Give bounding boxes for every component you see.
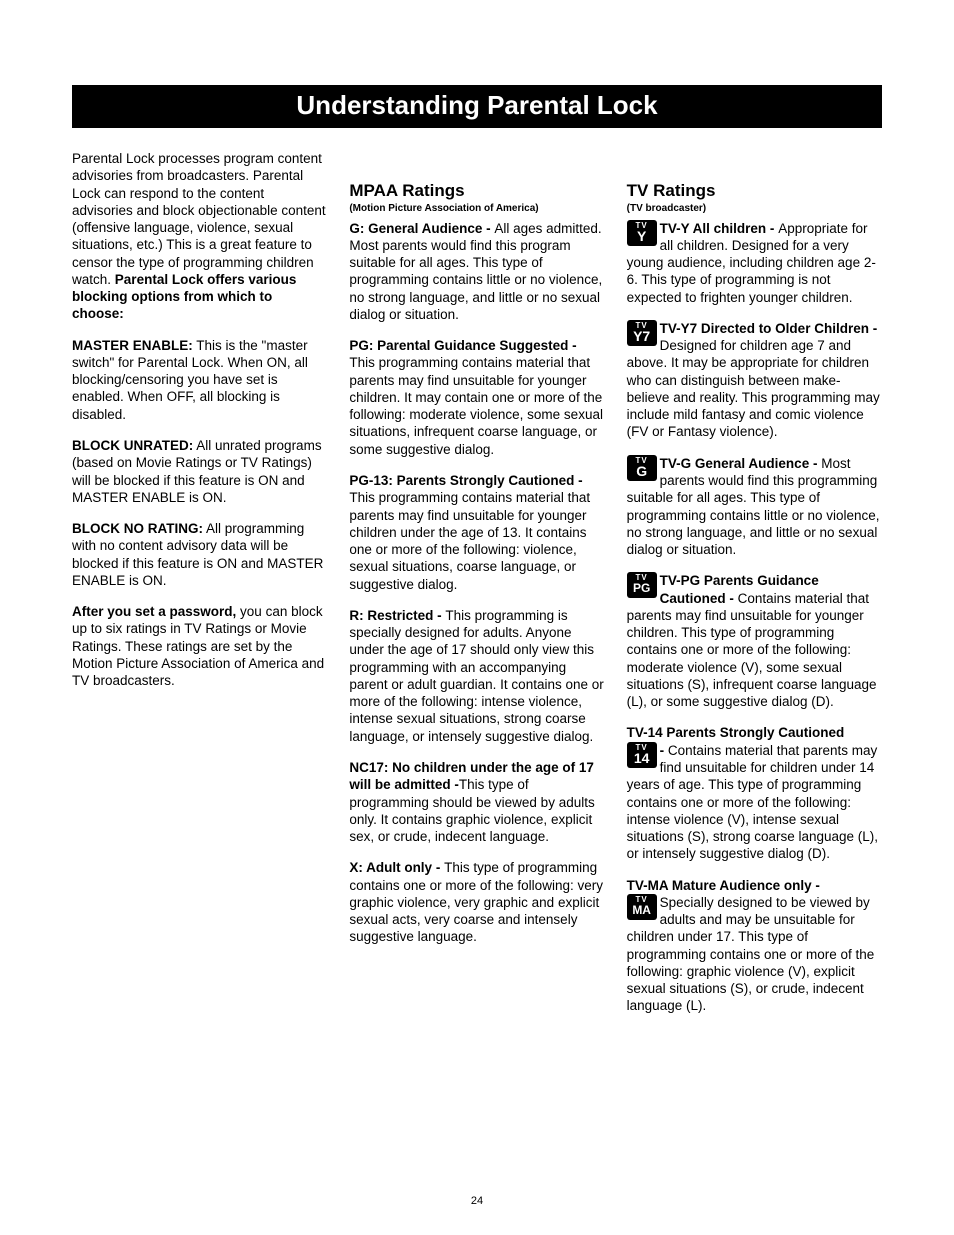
rating-pg: PG: Parental Guidance Suggested - This p… [349, 337, 604, 458]
tv14-text: Contains material that parents may find … [627, 743, 878, 862]
icon-bot: Y [627, 229, 657, 243]
page: Understanding Parental Lock Parental Loc… [0, 0, 954, 1235]
after-password: After you set a password, you can block … [72, 603, 327, 689]
col-3: TV Ratings (TV broadcaster) TVY TV-Y All… [627, 150, 882, 1029]
block-norating: BLOCK NO RATING: All programming with no… [72, 520, 327, 589]
tvy-icon: TVY [627, 220, 657, 246]
rating-tvy: TVY TV-Y All children - Appropriate for … [627, 220, 882, 306]
page-title: Understanding Parental Lock [72, 85, 882, 128]
tvy-label: TV-Y All children - [660, 221, 779, 236]
col-2: MPAA Ratings (Motion Picture Association… [349, 150, 604, 1029]
pg13-text: This programming contains material that … [349, 490, 590, 591]
pg13-label: PG-13: Parents Strongly Cautioned - [349, 473, 582, 488]
tvg-label: TV-G General Audience - [660, 456, 822, 471]
mpaa-heading: MPAA Ratings [349, 180, 604, 202]
icon-bot: PG [627, 582, 657, 594]
rating-g: G: General Audience - All ages admitted.… [349, 220, 604, 324]
tvy7-icon: TVY7 [627, 320, 657, 346]
r-text: This programming is specially designed f… [349, 608, 603, 744]
tv-heading: TV Ratings [627, 180, 882, 202]
rating-tvy7: TVY7 TV-Y7 Directed to Older Children - … [627, 320, 882, 441]
page-number: 24 [0, 1195, 954, 1207]
pg-label: PG: Parental Guidance Suggested - [349, 338, 576, 353]
unrated-label: BLOCK UNRATED: [72, 438, 193, 453]
intro-paragraph: Parental Lock processes program content … [72, 150, 327, 323]
rating-tvma: TV-MA Mature Audience only - TVMA Specia… [627, 877, 882, 1015]
rating-tv14: TV-14 Parents Strongly Cautioned TV14 - … [627, 724, 882, 862]
intro-text: Parental Lock processes program content … [72, 151, 326, 287]
block-unrated: BLOCK UNRATED: All unrated programs (bas… [72, 437, 327, 506]
tv14-icon: TV14 [627, 742, 657, 768]
icon-bot: MA [627, 904, 657, 916]
tvpg-text: Contains material that parents may find … [627, 591, 877, 710]
tvpg-icon: TVPG [627, 572, 657, 598]
tvma-label: TV-MA Mature Audience only - [627, 878, 820, 893]
mpaa-sub: (Motion Picture Association of America) [349, 203, 604, 216]
icon-bot: 14 [627, 751, 657, 765]
x-label: X: Adult only - [349, 860, 444, 875]
rating-tvg: TVG TV-G General Audience - Most parents… [627, 455, 882, 559]
pg-text: This programming contains material that … [349, 355, 603, 456]
tv-sub: (TV broadcaster) [627, 203, 882, 216]
after-label: After you set a password, [72, 604, 236, 619]
rating-x: X: Adult only - This type of programming… [349, 859, 604, 945]
icon-bot: G [627, 464, 657, 478]
rating-r: R: Restricted - This programming is spec… [349, 607, 604, 745]
master-enable: MASTER ENABLE: This is the "master switc… [72, 337, 327, 423]
tvy7-label: TV-Y7 Directed to Older Children - [660, 321, 878, 336]
col-1: Parental Lock processes program content … [72, 150, 327, 1029]
rating-tvpg: TVPG TV-PG Parents Guidance Cautioned - … [627, 572, 882, 710]
tvma-text: Specially designed to be viewed by adult… [627, 895, 875, 1014]
tv14-label-pre: TV-14 Parents Strongly Cautioned [627, 725, 845, 740]
icon-bot: Y7 [627, 329, 657, 343]
tvy7-text: Designed for children age 7 and above. I… [627, 338, 880, 439]
g-label: G: General Audience - [349, 221, 494, 236]
columns: Parental Lock processes program content … [72, 150, 882, 1029]
norating-label: BLOCK NO RATING: [72, 521, 203, 536]
tv14-dash: - [660, 743, 668, 758]
rating-nc17: NC17: No children under the age of 17 wi… [349, 759, 604, 845]
r-label: R: Restricted - [349, 608, 445, 623]
tvma-icon: TVMA [627, 894, 657, 920]
master-label: MASTER ENABLE: [72, 338, 193, 353]
rating-pg13: PG-13: Parents Strongly Cautioned - This… [349, 472, 604, 593]
tvg-icon: TVG [627, 455, 657, 481]
